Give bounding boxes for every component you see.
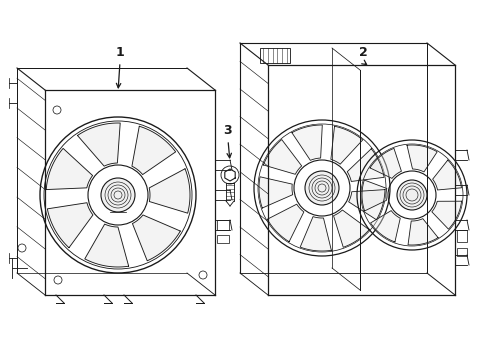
Polygon shape [149, 169, 190, 213]
Polygon shape [132, 215, 180, 261]
Polygon shape [369, 148, 401, 179]
Bar [456, 248, 466, 256]
Polygon shape [84, 224, 128, 267]
Polygon shape [407, 219, 437, 245]
Bar [260, 48, 289, 63]
Polygon shape [46, 148, 92, 190]
Circle shape [305, 171, 338, 205]
Polygon shape [370, 211, 400, 242]
Polygon shape [361, 180, 386, 211]
Polygon shape [267, 204, 303, 242]
Polygon shape [132, 126, 175, 175]
Circle shape [101, 178, 135, 212]
Text: 2: 2 [358, 45, 366, 58]
Bar [217, 235, 228, 243]
Polygon shape [77, 123, 120, 166]
Polygon shape [330, 126, 362, 164]
Polygon shape [47, 203, 93, 248]
Polygon shape [259, 177, 292, 208]
Polygon shape [348, 190, 384, 220]
Polygon shape [432, 160, 461, 190]
Polygon shape [333, 210, 368, 247]
Polygon shape [263, 140, 301, 174]
Bar [217, 220, 228, 230]
Polygon shape [431, 201, 461, 229]
Text: 3: 3 [223, 123, 232, 136]
Polygon shape [300, 217, 331, 251]
Text: 1: 1 [115, 45, 124, 58]
Polygon shape [406, 145, 436, 172]
Circle shape [396, 180, 426, 210]
Bar [456, 230, 466, 242]
Polygon shape [346, 149, 383, 181]
Polygon shape [291, 125, 322, 160]
